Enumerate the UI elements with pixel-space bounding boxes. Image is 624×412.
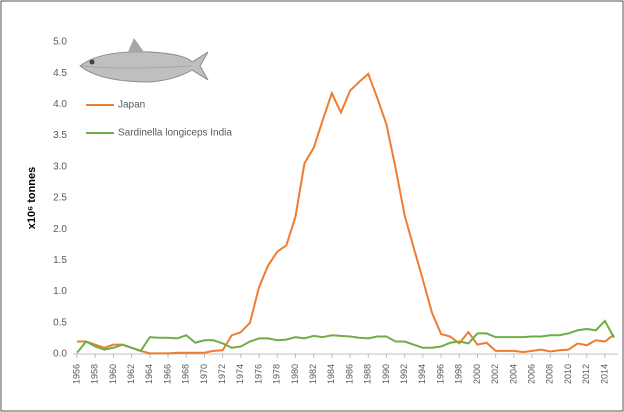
x-tick-label: 2014 xyxy=(599,364,609,384)
x-tick-label: 2000 xyxy=(472,364,482,384)
x-tick-label: 1990 xyxy=(381,364,391,384)
x-tick-label: 1974 xyxy=(235,364,245,384)
x-tick-label: 2008 xyxy=(545,364,555,384)
y-tick-label: 0.5 xyxy=(53,317,67,328)
x-tick-label: 1970 xyxy=(199,364,209,384)
y-tick-label: 1.0 xyxy=(53,286,67,297)
x-tick-label: 1972 xyxy=(217,364,227,384)
x-tick-label: 2002 xyxy=(490,364,500,384)
y-axis-title: x10⁶ tonnes xyxy=(26,167,38,230)
legend-label: Japan xyxy=(118,100,145,111)
x-tick-label: 1984 xyxy=(326,364,336,384)
x-tick-label: 1964 xyxy=(144,364,154,384)
y-tick-label: 0.0 xyxy=(53,349,67,360)
y-tick-label: 4.0 xyxy=(53,99,67,110)
y-tick-label: 3.0 xyxy=(53,161,67,172)
x-tick-label: 2004 xyxy=(508,364,518,384)
y-tick-label: 4.5 xyxy=(53,68,67,79)
legend-label: Sardinella longiceps India xyxy=(118,128,232,139)
x-tick-label: 1980 xyxy=(290,364,300,384)
x-tick-label: 2010 xyxy=(563,364,573,384)
x-tick-label: 1966 xyxy=(162,364,172,384)
x-tick-label: 1988 xyxy=(363,364,373,384)
series-line xyxy=(77,72,615,355)
x-tick-label: 2006 xyxy=(526,364,536,384)
x-tick-label: 1976 xyxy=(253,364,263,384)
y-tick-label: 1.5 xyxy=(53,255,67,266)
x-tick-label: 1962 xyxy=(126,364,136,384)
x-tick-label: 1994 xyxy=(417,364,427,384)
y-tick-label: 2.5 xyxy=(53,193,67,204)
x-tick-label: 1986 xyxy=(344,364,354,384)
y-tick-label: 5.0 xyxy=(53,37,67,48)
x-tick-label: 2012 xyxy=(581,364,591,384)
x-tick-label: 1968 xyxy=(181,364,191,384)
x-tick-label: 1958 xyxy=(90,364,100,384)
x-tick-label: 1978 xyxy=(272,364,282,384)
fish-icon xyxy=(79,38,209,83)
y-tick-label: 2.0 xyxy=(53,224,67,235)
x-tick-label: 1956 xyxy=(71,364,81,384)
y-tick-label: 3.5 xyxy=(53,130,67,141)
x-tick-label: 1998 xyxy=(454,364,464,384)
x-tick-label: 1996 xyxy=(435,364,445,384)
x-tick-label: 1982 xyxy=(308,364,318,384)
series-line xyxy=(76,319,615,354)
x-tick-label: 1992 xyxy=(399,364,409,384)
x-tick-label: 1960 xyxy=(108,364,118,384)
